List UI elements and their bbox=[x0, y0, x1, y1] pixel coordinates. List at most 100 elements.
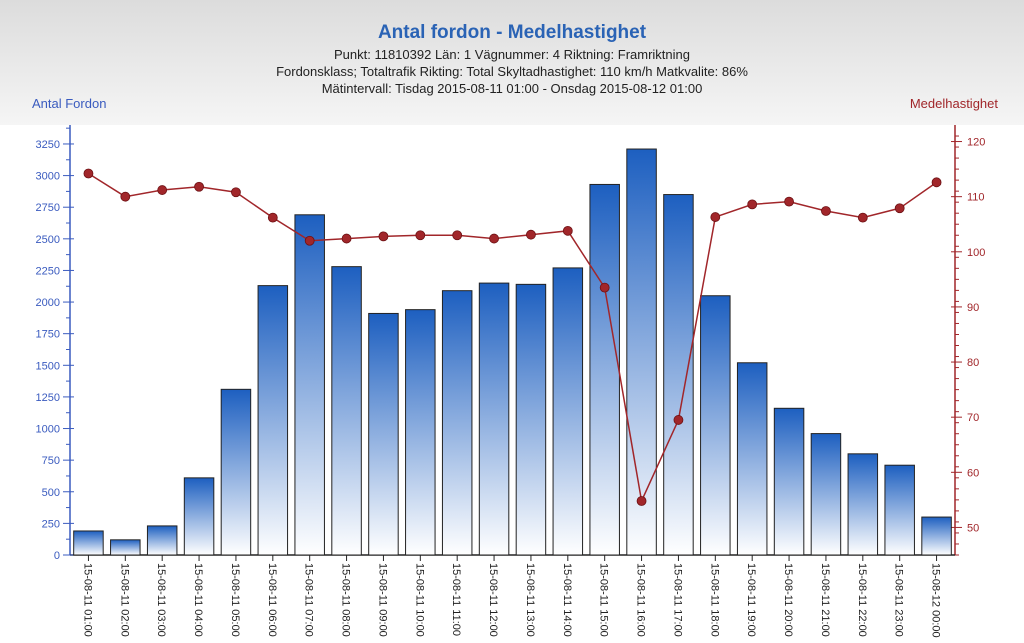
bar bbox=[405, 309, 436, 556]
x-tick-label: 15-08-11 01:00 bbox=[81, 563, 93, 637]
x-tick-label: 15-08-11 17:00 bbox=[671, 563, 683, 637]
bar bbox=[146, 525, 178, 556]
y-tick-label: 0 bbox=[54, 550, 60, 562]
y2-tick-label: 110 bbox=[967, 192, 985, 204]
x-tick-label: 15-08-11 23:00 bbox=[893, 563, 905, 637]
speed-point bbox=[599, 282, 610, 293]
x-tick-label: 15-08-11 07:00 bbox=[303, 563, 315, 637]
speed-point bbox=[747, 199, 758, 210]
y-tick-label: 2500 bbox=[36, 234, 60, 246]
speed-point bbox=[231, 187, 241, 198]
y2-tick-label: 120 bbox=[967, 137, 985, 149]
bar bbox=[847, 453, 879, 556]
bar bbox=[73, 530, 104, 556]
x-tick-label: 15-08-11 08:00 bbox=[340, 563, 352, 637]
y2-tick-label: 50 bbox=[967, 522, 979, 534]
y-tick-label: 1500 bbox=[36, 360, 60, 372]
bar bbox=[110, 539, 141, 556]
speed-line bbox=[88, 172, 937, 504]
y2-tick-label: 80 bbox=[967, 357, 979, 369]
speed-point bbox=[784, 196, 794, 207]
chart-subtitle-2: Fordonsklass; Totaltrafik Rikting: Total… bbox=[276, 64, 748, 79]
speed-point bbox=[304, 235, 315, 246]
x-tick-label: 15-08-12 00:00 bbox=[930, 563, 942, 638]
bar bbox=[884, 464, 915, 556]
speed-point bbox=[489, 233, 499, 244]
bar bbox=[441, 290, 473, 556]
y-tick-label: 750 bbox=[42, 455, 60, 467]
bar bbox=[368, 312, 399, 556]
bar bbox=[331, 266, 362, 556]
chart-subtitle-3: Mätintervall: Tisdag 2015-08-11 01:00 - … bbox=[321, 81, 703, 96]
speed-point bbox=[526, 229, 536, 240]
x-tick-label: 15-08-11 04:00 bbox=[192, 563, 204, 637]
bar bbox=[589, 183, 620, 556]
bar bbox=[257, 285, 289, 556]
x-tick-label: 15-08-11 14:00 bbox=[561, 563, 573, 637]
speed-point bbox=[120, 191, 131, 202]
x-tick-label: 15-08-11 18:00 bbox=[708, 563, 720, 637]
bar bbox=[700, 295, 731, 556]
x-tick-label: 15-08-11 11:00 bbox=[450, 563, 462, 636]
speed-point bbox=[710, 212, 721, 222]
bar bbox=[626, 148, 657, 556]
bar bbox=[773, 407, 805, 556]
x-tick-label: 15-08-11 09:00 bbox=[376, 563, 388, 637]
bar bbox=[515, 283, 547, 556]
chart-subtitle-1: Punkt: 11810392 Län: 1 Vägnummer: 4 Rikt… bbox=[333, 47, 690, 62]
speed-point bbox=[267, 212, 278, 223]
speed-point bbox=[157, 185, 168, 195]
speed-point bbox=[83, 168, 94, 179]
speed-point bbox=[894, 203, 905, 214]
bar bbox=[478, 282, 510, 556]
speed-point bbox=[673, 415, 684, 425]
x-tick-label: 15-08-11 06:00 bbox=[266, 563, 278, 637]
y2-tick-label: 70 bbox=[967, 412, 979, 424]
x-tick-label: 15-08-11 16:00 bbox=[635, 563, 647, 637]
speed-point bbox=[562, 225, 573, 236]
x-tick-label: 15-08-11 02:00 bbox=[118, 563, 130, 637]
x-tick-label: 15-08-11 03:00 bbox=[155, 563, 167, 637]
bar bbox=[663, 194, 694, 556]
bar bbox=[183, 477, 215, 556]
x-tick-label: 15-08-11 05:00 bbox=[229, 563, 241, 637]
bar bbox=[220, 388, 252, 556]
y-tick-label: 250 bbox=[42, 518, 60, 530]
x-tick-label: 15-08-11 19:00 bbox=[745, 563, 757, 637]
y-tick-label: 3000 bbox=[36, 171, 60, 183]
y2-axis-label: Medelhastighet bbox=[909, 96, 998, 111]
y-tick-label: 500 bbox=[42, 487, 60, 499]
speed-point bbox=[821, 206, 831, 216]
speed-point bbox=[194, 181, 204, 192]
bar bbox=[552, 267, 584, 556]
y2-tick-label: 90 bbox=[967, 302, 979, 314]
chart-title: Antal fordon - Medelhastighet bbox=[377, 22, 647, 43]
speed-point bbox=[857, 212, 868, 223]
y-tick-label: 2750 bbox=[36, 202, 60, 214]
y-axis-label: Antal Fordon bbox=[32, 96, 107, 111]
x-tick-label: 15-08-11 22:00 bbox=[856, 563, 868, 637]
speed-point bbox=[452, 230, 463, 241]
y-tick-label: 2000 bbox=[36, 297, 60, 309]
x-tick-label: 15-08-11 10:00 bbox=[413, 563, 425, 637]
x-tick-label: 15-08-11 13:00 bbox=[524, 563, 536, 637]
y-tick-label: 1250 bbox=[36, 392, 60, 404]
y2-tick-label: 60 bbox=[967, 467, 979, 479]
x-tick-label: 15-08-11 21:00 bbox=[819, 563, 831, 637]
x-tick-label: 15-08-11 12:00 bbox=[487, 563, 499, 637]
speed-point bbox=[931, 177, 942, 188]
x-tick-label: 15-08-11 15:00 bbox=[598, 563, 610, 637]
speed-point bbox=[636, 496, 647, 506]
bar bbox=[736, 362, 768, 556]
bar bbox=[810, 433, 842, 556]
y-tick-label: 1750 bbox=[36, 329, 60, 341]
bar bbox=[294, 214, 325, 556]
speed-point bbox=[378, 231, 389, 242]
speed-point bbox=[341, 233, 352, 244]
y-tick-label: 3250 bbox=[36, 139, 60, 151]
y-tick-label: 2250 bbox=[36, 265, 60, 277]
speed-point bbox=[415, 230, 426, 241]
y2-tick-label: 100 bbox=[967, 247, 985, 259]
